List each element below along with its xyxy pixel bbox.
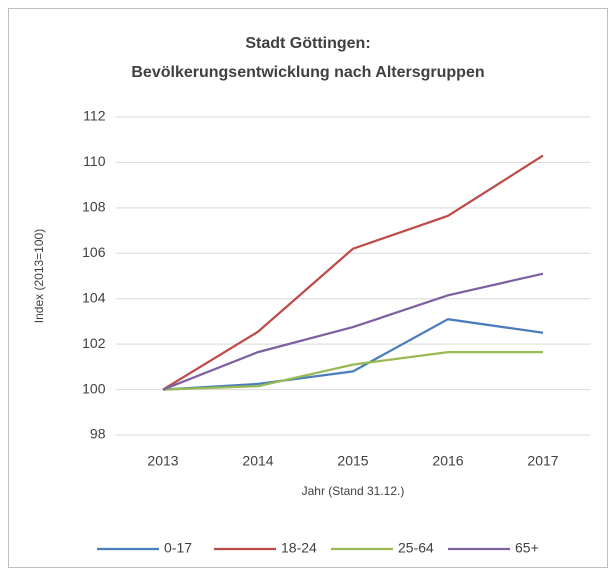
x-tick-label: 2014 <box>242 453 273 469</box>
series-line <box>162 318 544 391</box>
chart-title: Bevölkerungsentwicklung nach Altersgrupp… <box>131 64 484 81</box>
x-tick-label: 2016 <box>432 453 463 469</box>
legend-label: 0-17 <box>164 540 192 556</box>
x-axis-title: Jahr (Stand 31.12.) <box>302 484 405 498</box>
legend-label: 18-24 <box>281 540 317 556</box>
y-axis-title: Index (2013=100) <box>32 229 46 323</box>
series-line <box>162 350 543 391</box>
y-tick-label: 108 <box>82 199 106 215</box>
series-line <box>162 154 544 391</box>
y-tick-label: 100 <box>82 380 106 396</box>
legend-label: 25-64 <box>398 540 434 556</box>
x-tick-label: 2015 <box>337 453 368 469</box>
y-tick-label: 110 <box>83 153 106 169</box>
legend-label: 65+ <box>515 540 539 556</box>
chart-title: Stadt Göttingen: <box>245 35 370 52</box>
y-tick-label: 102 <box>82 335 106 351</box>
y-tick-label: 112 <box>83 108 106 124</box>
series-line <box>162 272 544 391</box>
x-tick-label: 2017 <box>527 453 558 469</box>
y-tick-label: 104 <box>82 289 106 305</box>
y-tick-label: 98 <box>90 426 106 442</box>
y-tick-label: 106 <box>82 244 106 260</box>
x-tick-label: 2013 <box>147 453 178 469</box>
